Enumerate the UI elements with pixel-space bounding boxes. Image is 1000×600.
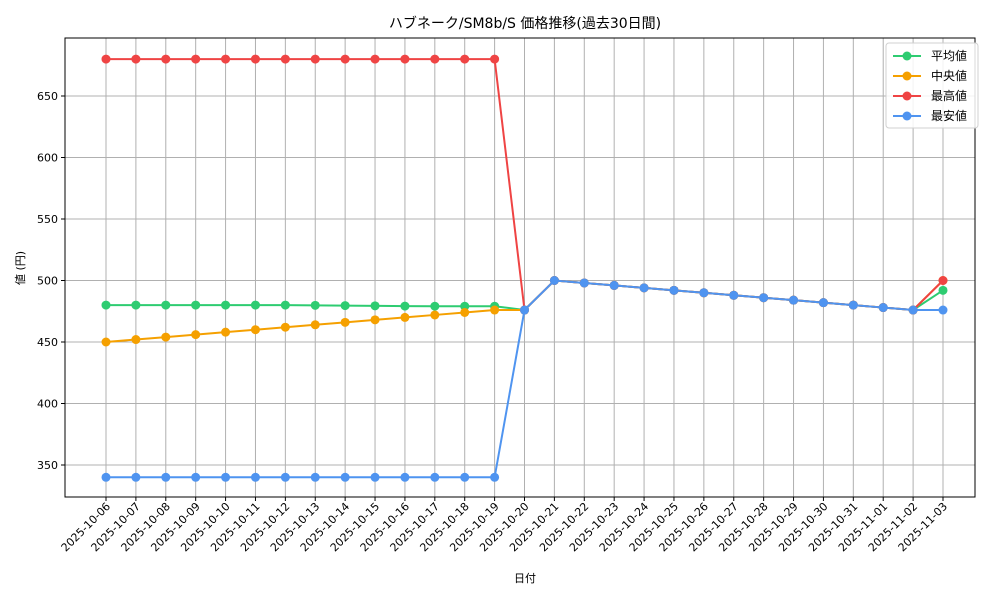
data-point [460, 307, 470, 317]
data-point [191, 472, 201, 482]
y-tick-label: 450 [37, 336, 58, 349]
y-tick-label: 650 [37, 90, 58, 103]
y-tick-label: 500 [37, 275, 58, 288]
data-point [340, 54, 350, 64]
data-point [221, 327, 231, 337]
data-point [131, 335, 141, 345]
data-point [549, 276, 559, 285]
data-point [729, 290, 739, 300]
data-point [221, 300, 231, 310]
data-point [161, 300, 171, 310]
data-point [609, 280, 619, 290]
legend-label: 平均値 [931, 48, 967, 63]
data-point [340, 317, 350, 327]
data-point [818, 298, 828, 308]
data-point [250, 54, 260, 64]
data-point [280, 472, 290, 482]
data-point [280, 300, 290, 310]
data-point [370, 315, 380, 325]
data-point [938, 276, 948, 285]
data-point [101, 54, 111, 64]
data-point [430, 472, 440, 482]
data-point [460, 301, 470, 311]
data-point [370, 472, 380, 482]
y-tick-label: 600 [37, 152, 58, 165]
y-tick-label: 400 [37, 398, 58, 411]
data-point [250, 300, 260, 310]
legend-marker-icon [902, 51, 912, 61]
data-point [490, 305, 500, 315]
data-point [430, 310, 440, 320]
data-point [191, 54, 201, 64]
data-point [520, 305, 529, 315]
data-point [400, 301, 410, 311]
data-point [400, 54, 410, 64]
data-point [400, 312, 410, 322]
data-point [639, 283, 649, 293]
data-point [878, 303, 888, 313]
data-point [460, 472, 470, 482]
data-point [460, 54, 470, 64]
y-tick-label: 350 [37, 459, 58, 472]
data-point [848, 300, 858, 310]
legend-label: 最高値 [931, 88, 967, 103]
data-point [161, 54, 171, 64]
data-point [250, 472, 260, 482]
data-point [938, 305, 948, 315]
plot-frame [64, 37, 976, 498]
series-最安値 [101, 276, 948, 482]
legend-label: 中央値 [931, 68, 967, 83]
y-tick-label: 550 [37, 213, 58, 226]
data-point [101, 300, 111, 310]
legend-label: 最安値 [931, 108, 967, 123]
data-point [310, 320, 320, 330]
data-point [221, 472, 231, 482]
data-point [191, 330, 201, 340]
data-point [579, 278, 589, 288]
data-point [490, 54, 500, 64]
data-point [310, 54, 320, 64]
data-point [191, 300, 201, 310]
data-point [101, 337, 111, 347]
data-point [699, 288, 709, 298]
legend-marker-icon [902, 71, 912, 81]
legend-box [885, 42, 979, 129]
data-point [430, 54, 440, 64]
data-point [370, 54, 380, 64]
series-lines [101, 54, 948, 482]
data-point [131, 54, 141, 64]
data-point [669, 285, 679, 295]
data-point [490, 472, 500, 482]
y-axis-label: 値 (円) [14, 251, 27, 285]
data-point [340, 472, 350, 482]
data-point [280, 54, 290, 64]
data-point [161, 332, 171, 342]
data-point [131, 300, 141, 310]
data-point [161, 472, 171, 482]
data-point [908, 305, 918, 315]
chart-title: ハブネーク/SM8b/S 価格推移(過去30日間) [389, 15, 661, 32]
data-point [310, 472, 320, 482]
legend-marker-icon [902, 111, 912, 121]
data-point [131, 472, 141, 482]
legend-marker-icon [902, 91, 912, 101]
data-point [280, 322, 290, 332]
data-point [759, 293, 769, 303]
data-point [250, 325, 260, 335]
data-point [370, 301, 380, 311]
data-point [340, 301, 350, 311]
data-point [101, 472, 111, 482]
x-axis-ticks: 2025-10-062025-10-072025-10-082025-10-09… [59, 497, 950, 554]
data-point [221, 54, 231, 64]
data-point [430, 301, 440, 311]
x-axis-label: 日付 [514, 572, 536, 585]
grid [65, 38, 975, 497]
data-point [789, 295, 799, 305]
data-point [310, 300, 320, 310]
data-point [938, 285, 948, 295]
y-axis-ticks: 350 400 450 500 550 600 650 [37, 90, 65, 472]
data-point [400, 472, 410, 482]
